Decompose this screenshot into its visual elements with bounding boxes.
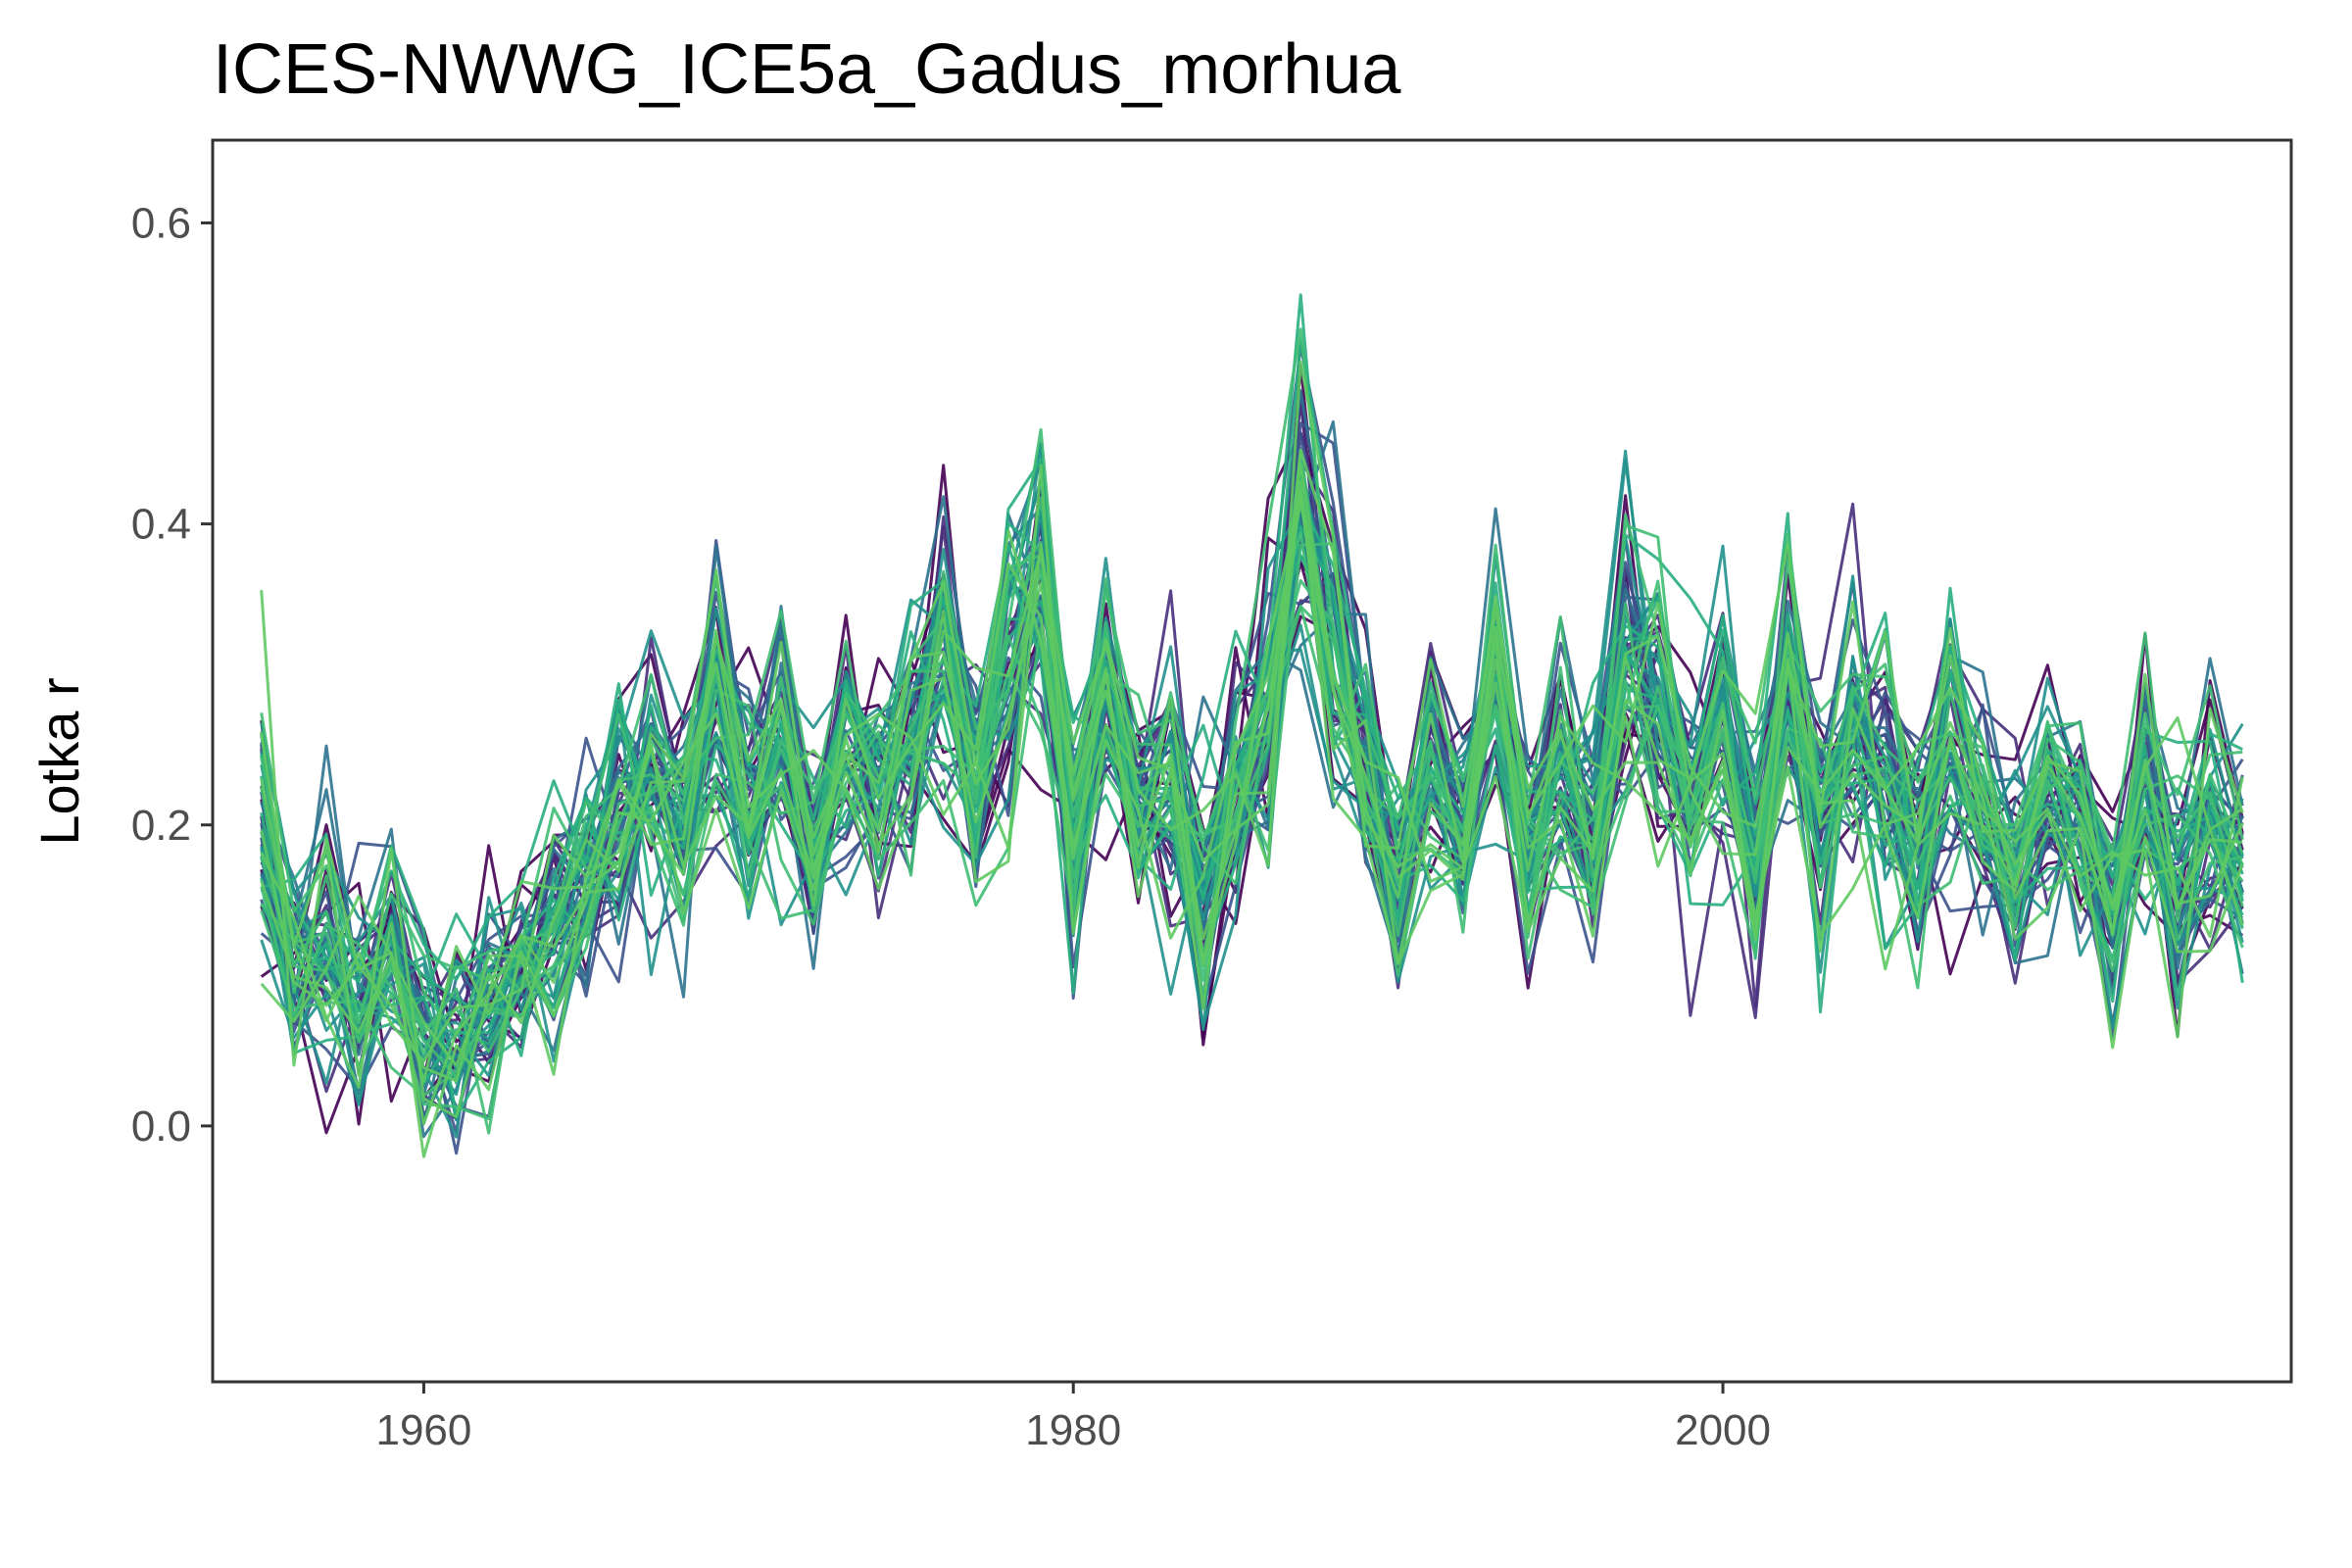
y-axis: 0.0 0.2 0.4 0.6: [131, 199, 213, 1151]
series-line: [260, 499, 2244, 1063]
series-line: [260, 360, 2243, 1067]
y-tick-label: 0.2: [131, 802, 191, 850]
series-line: [260, 496, 2244, 1121]
series-line: [260, 327, 2244, 1025]
series-line: [260, 479, 2244, 1158]
series-line: [260, 427, 2243, 1037]
series-line: [260, 448, 2244, 1119]
x-tick-label: 1980: [1025, 1406, 1121, 1454]
x-axis: 1960 1980 2000: [375, 1382, 1771, 1454]
panel-border: [211, 138, 2293, 1384]
y-tick-label: 0.6: [131, 199, 191, 247]
y-axis-label: Lotka r: [28, 677, 90, 845]
series-line: [260, 463, 2244, 1083]
x-tick-label: 1960: [375, 1406, 471, 1454]
plot-panel: [211, 138, 2293, 1384]
y-tick-label: 0.0: [131, 1102, 191, 1151]
series-line: [260, 491, 2244, 1083]
series-lines: [260, 293, 2244, 1158]
series-line: [260, 531, 2244, 1098]
chart-title: ICES-NWWG_ICE5a_Gadus_morhua: [213, 30, 1401, 109]
y-tick-label: 0.4: [131, 501, 191, 549]
x-tick-label: 2000: [1675, 1406, 1771, 1454]
